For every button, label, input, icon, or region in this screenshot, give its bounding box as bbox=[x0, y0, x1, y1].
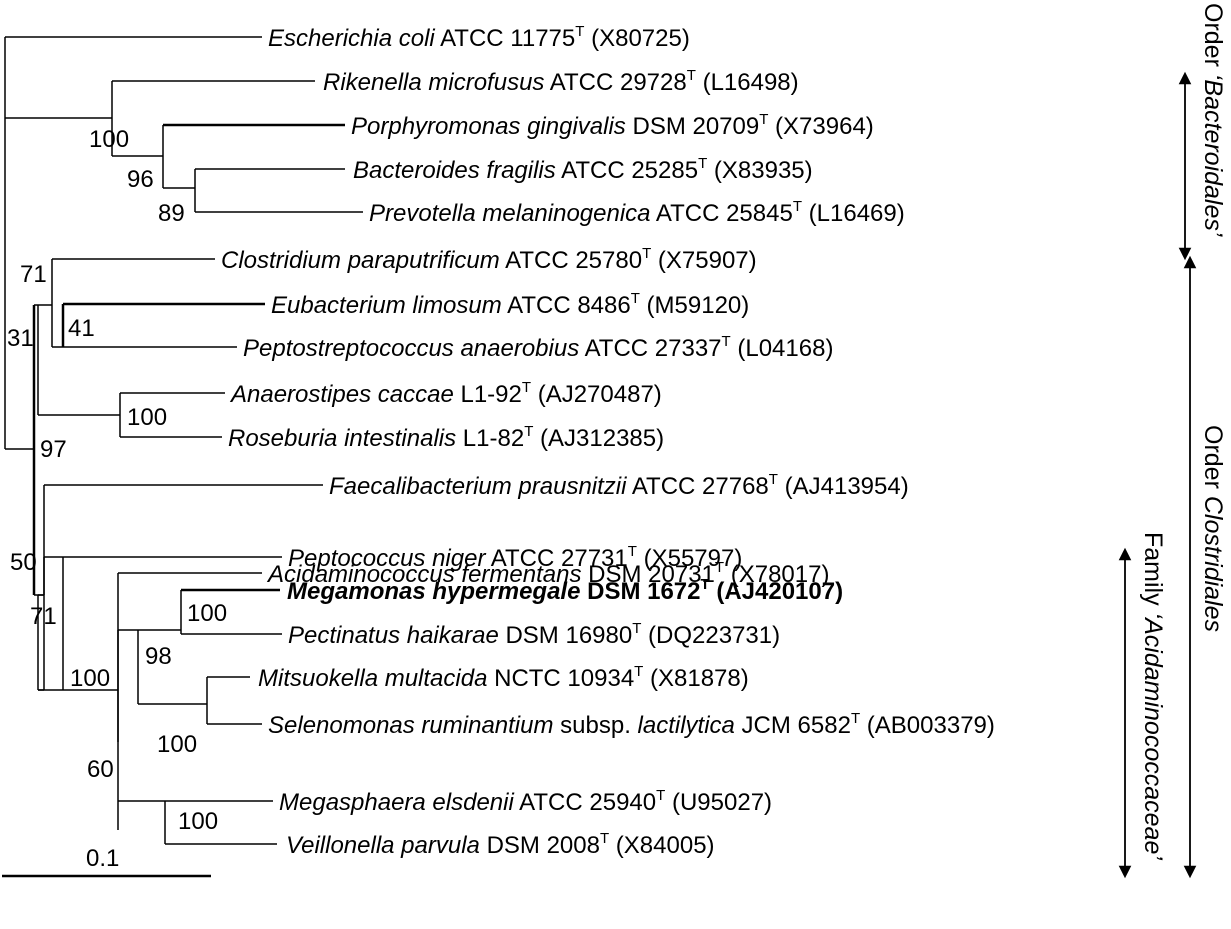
taxon-label: Prevotella melaninogenica ATCC 25845T (L… bbox=[369, 198, 905, 227]
taxon-label: Anaerostipes caccae L1-92T (AJ270487) bbox=[229, 379, 662, 408]
taxon-label: Selenomonas ruminantium subsp. lactilyti… bbox=[268, 710, 995, 739]
taxon-labels: Escherichia coli ATCC 11775T (X80725) Ri… bbox=[221, 23, 995, 859]
bootstrap-value: 100 bbox=[187, 600, 227, 627]
taxon-label: Clostridium paraputrificum ATCC 25780T (… bbox=[221, 245, 757, 274]
taxon-label: Pectinatus haikarae DSM 16980T (DQ223731… bbox=[288, 620, 780, 649]
taxon-label: Roseburia intestinalis L1-82T (AJ312385) bbox=[228, 423, 664, 452]
taxon-label: Porphyromonas gingivalis DSM 20709T (X73… bbox=[351, 111, 874, 140]
taxon-label: Bacteroides fragilis ATCC 25285T (X83935… bbox=[353, 155, 813, 184]
bootstrap-value: 100 bbox=[157, 731, 197, 758]
bootstrap-value: 41 bbox=[68, 315, 95, 342]
bootstrap-value: 60 bbox=[87, 756, 114, 783]
bootstrap-value: 71 bbox=[30, 603, 57, 630]
bootstrap-value: 100 bbox=[70, 665, 110, 692]
group-label-acidaminococcaceae: Family ‘Acidaminococcaceae’ bbox=[1139, 532, 1167, 860]
taxon-label: Peptococcus niger ATCC 27731T (X55797) bbox=[288, 543, 742, 572]
bootstrap-values: 100 96 89 71 41 31 100 97 50 71 100 100 … bbox=[7, 126, 227, 835]
bootstrap-value: 100 bbox=[127, 404, 167, 431]
taxon-label: Veillonella parvula DSM 2008T (X84005) bbox=[286, 830, 715, 859]
bootstrap-value: 100 bbox=[89, 126, 129, 153]
bootstrap-value: 96 bbox=[127, 166, 154, 193]
bootstrap-value: 97 bbox=[40, 436, 67, 463]
taxon-label: Mitsuokella multacida NCTC 10934T (X8187… bbox=[258, 663, 749, 692]
taxon-label: Faecalibacterium prausnitzii ATCC 27768T… bbox=[329, 471, 909, 500]
group-label-clostridiales: Order Clostridiales bbox=[1199, 425, 1227, 632]
bootstrap-value: 71 bbox=[20, 261, 47, 288]
tree-branches bbox=[4, 36, 363, 845]
bootstrap-value: 31 bbox=[7, 325, 34, 352]
taxon-label: Megasphaera elsdenii ATCC 25940T (U95027… bbox=[279, 787, 772, 816]
group-label-bacteroidales: Order ‘Bacteroidales’ bbox=[1199, 3, 1227, 237]
bootstrap-value: 50 bbox=[10, 549, 37, 576]
bootstrap-value: 98 bbox=[145, 643, 172, 670]
group-brackets bbox=[1118, 71, 1197, 879]
taxon-label-highlighted: Megamonas hypermegale DSM 1672T (AJ42010… bbox=[287, 576, 843, 605]
taxon-label: Peptostreptococcus anaerobius ATCC 27337… bbox=[243, 333, 833, 362]
taxon-label: Eubacterium limosum ATCC 8486T (M59120) bbox=[271, 290, 749, 319]
taxon-label: Rikenella microfusus ATCC 29728T (L16498… bbox=[323, 67, 799, 96]
bootstrap-value: 89 bbox=[158, 200, 185, 227]
taxon-label: Escherichia coli ATCC 11775T (X80725) bbox=[268, 23, 690, 52]
taxon-label: Acidaminococcus fermentans DSM 20731T (X… bbox=[266, 559, 829, 588]
group-labels: Order ‘Bacteroidales’ Order Clostridiale… bbox=[1139, 3, 1227, 860]
scale-bar: 0.1 bbox=[2, 845, 211, 878]
scale-bar-label: 0.1 bbox=[86, 845, 119, 872]
bootstrap-value: 100 bbox=[178, 808, 218, 835]
